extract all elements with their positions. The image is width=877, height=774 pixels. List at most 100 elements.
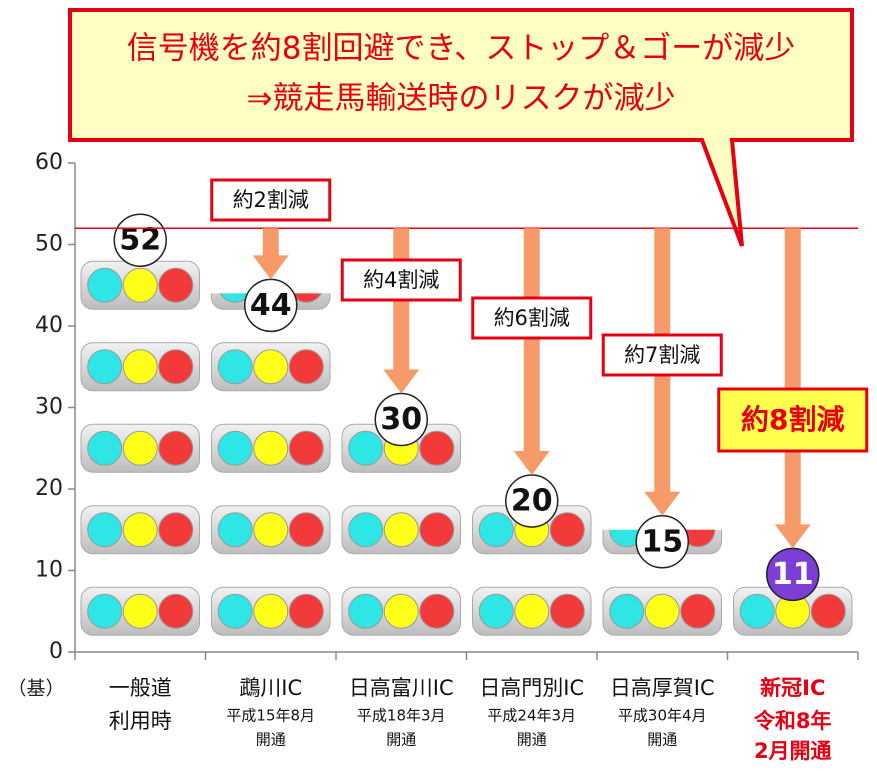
lamp xyxy=(253,349,289,385)
lamp xyxy=(645,187,679,221)
lamp xyxy=(550,187,584,221)
lamp xyxy=(288,349,324,385)
lamp xyxy=(644,593,680,629)
lamp xyxy=(348,430,384,466)
reduction-label: 約6割減 xyxy=(494,306,570,330)
chart-title: 信号機を約8割回避でき、ストップ＆ゴーが減少 xyxy=(127,31,796,67)
x-tick-note: 平成18年3月 xyxy=(357,707,446,725)
y-tick-label: 40 xyxy=(35,313,63,338)
reduction-label: 約2割減 xyxy=(233,188,309,212)
lamp xyxy=(122,593,158,629)
y-tick-label: 60 xyxy=(35,150,63,175)
lamp xyxy=(383,512,419,548)
lamp xyxy=(219,293,251,303)
lamp xyxy=(288,593,324,629)
reduction-box xyxy=(340,258,462,302)
lamp xyxy=(253,512,289,548)
lamp xyxy=(514,593,550,629)
x-tick-note: 開通 xyxy=(256,731,286,749)
lamp xyxy=(740,513,774,547)
lamp xyxy=(740,268,774,302)
lamp xyxy=(810,593,846,629)
x-tick-label: 鵡川IC xyxy=(239,676,302,700)
lamp xyxy=(420,350,454,384)
lamp xyxy=(290,293,322,303)
value-bubble xyxy=(113,213,167,267)
light-stack xyxy=(341,180,461,636)
callout xyxy=(68,8,854,247)
lamp xyxy=(159,187,193,221)
y-tick-label: 50 xyxy=(35,232,63,257)
x-tick-label: 日高門別IC xyxy=(479,676,584,700)
x-tick-note: 開通 xyxy=(386,731,416,749)
x-tick-note: 平成24年3月 xyxy=(487,707,576,725)
lamp xyxy=(610,431,644,465)
value-label: 11 xyxy=(772,557,814,592)
lamp xyxy=(122,512,158,548)
x-tick-note: 開通 xyxy=(517,731,547,749)
light-housing xyxy=(603,180,722,228)
light-housing xyxy=(342,180,461,228)
x-tick-note: 利用時 xyxy=(109,709,172,733)
lamp xyxy=(158,349,194,385)
value-label: 20 xyxy=(511,484,553,519)
lamp xyxy=(384,187,418,221)
lamp xyxy=(122,267,158,303)
lamp xyxy=(349,187,383,221)
x-tick-note: 平成15年8月 xyxy=(226,707,315,725)
lamp xyxy=(419,430,455,466)
lamp xyxy=(88,187,122,221)
lamp xyxy=(158,267,194,303)
lamp xyxy=(87,593,123,629)
lamp xyxy=(479,431,513,465)
lamp xyxy=(158,512,194,548)
lamp xyxy=(776,187,810,221)
lamp xyxy=(253,430,289,466)
lamp xyxy=(680,529,716,548)
reduction-arrow xyxy=(383,228,420,394)
lamp xyxy=(740,350,774,384)
lamp xyxy=(349,350,383,384)
light-stack xyxy=(602,180,722,636)
lamp xyxy=(158,430,194,466)
lamp xyxy=(740,187,774,221)
lamp xyxy=(549,593,585,629)
value-label: 15 xyxy=(641,524,683,559)
value-label: 44 xyxy=(250,288,292,323)
reduction-box xyxy=(210,178,332,222)
lamp xyxy=(739,593,775,629)
lamp xyxy=(681,187,715,221)
lamp xyxy=(479,350,513,384)
lamp xyxy=(609,529,645,548)
x-tick-note: 令和8年 xyxy=(754,709,832,733)
lamp xyxy=(811,268,845,302)
lamp xyxy=(419,512,455,548)
lamp xyxy=(87,512,123,548)
reduction-box xyxy=(717,387,869,453)
lamp xyxy=(549,512,585,548)
lamp xyxy=(217,512,253,548)
lamp xyxy=(419,593,455,629)
lamp xyxy=(348,593,384,629)
light-stack xyxy=(80,187,200,636)
lamp xyxy=(811,187,845,221)
value-label: 30 xyxy=(380,402,422,437)
lamp xyxy=(217,349,253,385)
y-tick-label: 10 xyxy=(35,558,63,583)
lamp xyxy=(383,593,419,629)
lamp xyxy=(158,593,194,629)
lamp xyxy=(550,350,584,384)
lamp xyxy=(811,350,845,384)
lamp xyxy=(122,349,158,385)
reduction-box xyxy=(471,296,593,340)
x-tick-label: 一般道 xyxy=(109,676,172,700)
lamp xyxy=(681,431,715,465)
x-tick-note: 開通 xyxy=(647,731,677,749)
x-tick-label: 日高富川IC xyxy=(349,676,454,700)
reduction-label: 約4割減 xyxy=(363,268,439,292)
lamp xyxy=(610,268,644,302)
lamp xyxy=(87,267,123,303)
light-stack xyxy=(472,187,592,636)
lamp xyxy=(681,268,715,302)
light-stack xyxy=(733,187,853,636)
